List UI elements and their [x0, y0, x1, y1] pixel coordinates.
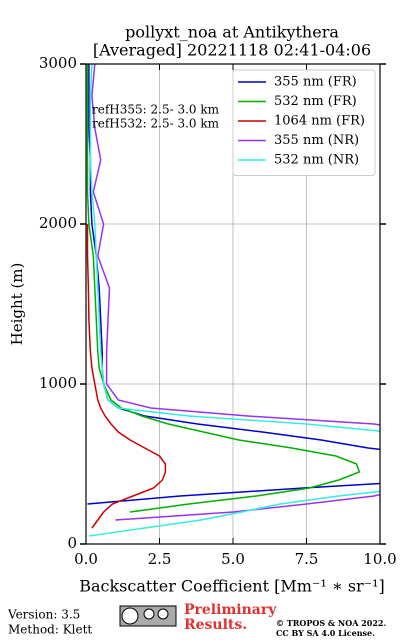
series-line	[88, 64, 380, 537]
x-tick-label: 7.5	[295, 550, 319, 568]
y-tick-label: 2000	[39, 214, 77, 232]
legend-label: 355 nm (NR)	[274, 133, 359, 148]
annotation: refH532: 2.5- 3.0 km	[92, 117, 220, 131]
license: © TROPOS & NOA 2022.	[276, 618, 386, 628]
watermark: Preliminary	[184, 602, 277, 618]
x-tick-label: 5.0	[221, 550, 245, 568]
x-tick-label: 2.5	[148, 550, 172, 568]
license: CC BY SA 4.0 License.	[276, 628, 375, 638]
watermark: Results.	[184, 617, 247, 633]
legend-label: 532 nm (NR)	[274, 153, 359, 168]
version-note: Version: 3.5	[7, 608, 80, 622]
legend-label: 532 nm (FR)	[274, 94, 357, 109]
legend-label: 355 nm (FR)	[274, 75, 357, 90]
x-axis-label: Backscatter Coefficient [Mm⁻¹ ∗ sr⁻¹]	[79, 577, 385, 596]
lines	[86, 64, 380, 537]
chart-title: [Averaged] 20221118 02:41-04:06	[93, 41, 371, 60]
x-tick-label: 0.0	[74, 550, 98, 568]
y-tick-label: 0	[67, 534, 77, 552]
x-tick-label: 10.0	[363, 550, 396, 568]
method-note: Method: Klett	[8, 623, 92, 637]
series-line	[86, 224, 167, 529]
series-line	[91, 64, 380, 521]
y-axis-label: Height (m)	[8, 263, 26, 346]
legend-label: 1064 nm (FR)	[274, 114, 365, 129]
y-tick-label: 3000	[39, 54, 77, 72]
legend-box	[232, 69, 376, 176]
y-tick-label: 1000	[39, 374, 77, 392]
cc-logo	[119, 605, 177, 627]
annotation: refH355: 2.5- 3.0 km	[92, 103, 220, 117]
chart-title: pollyxt_noa at Antikythera	[125, 23, 339, 42]
plot-frame	[85, 63, 381, 545]
